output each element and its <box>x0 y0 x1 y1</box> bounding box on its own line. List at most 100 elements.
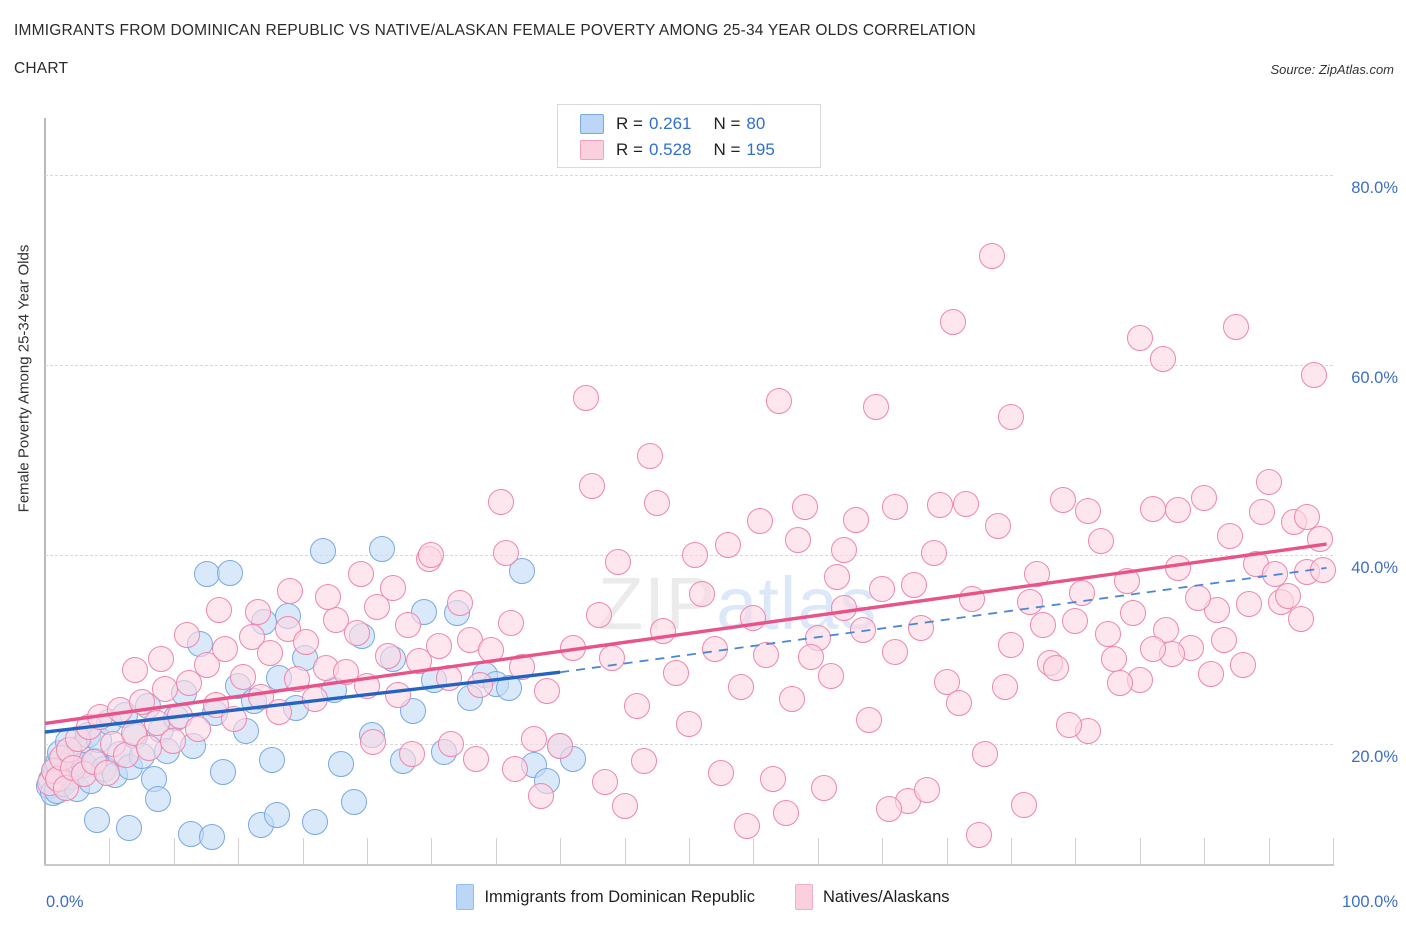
data-point <box>534 678 561 705</box>
data-point <box>93 759 120 786</box>
data-point <box>1055 712 1082 739</box>
y-tick-label-40: 40.0% <box>1351 558 1398 577</box>
gridline-80 <box>45 174 1333 176</box>
data-point <box>115 814 142 841</box>
source-attribution: Source: ZipAtlas.com <box>1270 62 1394 77</box>
data-point <box>772 799 799 826</box>
data-point <box>498 609 525 636</box>
data-point <box>185 716 212 743</box>
data-point <box>1262 560 1289 587</box>
data-point <box>1191 484 1218 511</box>
data-point <box>1236 590 1263 617</box>
data-point <box>463 745 490 772</box>
data-point <box>147 645 174 672</box>
series-legend-item-immigrants[interactable]: Immigrants from Dominican Republic <box>456 884 755 910</box>
data-point <box>978 242 1005 269</box>
legend-row-immigrants: R = 0.261 N = 80 <box>558 111 820 137</box>
data-point <box>384 682 411 709</box>
data-point <box>605 549 632 576</box>
data-point <box>343 620 370 647</box>
data-point <box>205 596 232 623</box>
data-point <box>1010 792 1037 819</box>
data-point <box>972 740 999 767</box>
data-point <box>817 663 844 690</box>
x-axis-line <box>44 864 1334 866</box>
gridline-20 <box>45 744 1333 746</box>
legend-r-key-2: R = <box>616 140 643 159</box>
data-point <box>663 660 690 687</box>
data-point <box>1165 496 1192 523</box>
trendline-immigrants-extension <box>560 566 1327 674</box>
x-axis-min-label: 0.0% <box>46 893 84 911</box>
data-point <box>882 639 909 666</box>
data-point <box>547 733 574 760</box>
data-point <box>637 442 664 469</box>
legend-n-value-2: 195 <box>746 140 775 159</box>
data-point <box>1307 526 1334 553</box>
correlation-legend: R = 0.261 N = 80 R = 0.528 N = 195 <box>557 104 821 168</box>
x-axis-tick <box>1139 838 1141 864</box>
trendline-immigrants <box>44 670 561 734</box>
data-point <box>418 541 445 568</box>
data-point <box>173 622 200 649</box>
data-point <box>998 403 1024 430</box>
data-point <box>998 631 1024 658</box>
data-point <box>400 698 427 725</box>
data-point <box>426 632 453 659</box>
data-point <box>1094 621 1121 648</box>
data-point <box>493 539 520 566</box>
series-legend-item-natives[interactable]: Natives/Alaskans <box>794 884 950 910</box>
data-point <box>1300 362 1327 389</box>
x-axis-tick <box>1011 838 1012 864</box>
series-legend: Immigrants from Dominican Republic Nativ… <box>0 884 1406 910</box>
data-point <box>1149 346 1176 373</box>
x-axis-tick <box>817 838 819 864</box>
y-tick-label-20: 20.0% <box>1351 748 1398 767</box>
data-point <box>611 793 638 820</box>
data-point <box>798 644 825 671</box>
data-point <box>1139 636 1166 663</box>
y-axis-line <box>44 118 46 865</box>
x-axis-max-label: 100.0% <box>1342 893 1398 911</box>
data-point <box>1165 554 1192 581</box>
data-point <box>785 527 812 554</box>
data-point <box>927 492 954 519</box>
x-axis-tick <box>882 838 884 864</box>
x-axis-tick <box>109 838 111 864</box>
data-point <box>1223 313 1250 340</box>
legend-n-key-1: N = <box>713 114 741 133</box>
data-point <box>708 759 735 786</box>
data-point <box>369 535 396 562</box>
data-point <box>217 559 244 586</box>
legend-swatch-immigrants-icon <box>580 114 604 134</box>
data-point <box>1152 617 1179 644</box>
data-point <box>1255 469 1282 496</box>
data-point <box>1017 589 1044 615</box>
data-point <box>727 674 754 701</box>
data-point <box>276 577 303 604</box>
data-point <box>882 494 909 521</box>
data-point <box>824 564 851 591</box>
data-point <box>1197 661 1224 688</box>
series-swatch-natives-icon <box>794 884 813 910</box>
data-point <box>467 671 494 698</box>
data-point <box>437 731 464 758</box>
data-point <box>1030 611 1057 638</box>
legend-swatch-natives-icon <box>580 140 604 160</box>
data-point <box>257 640 284 667</box>
data-point <box>374 643 401 670</box>
data-point <box>676 711 702 738</box>
data-point <box>145 786 172 813</box>
x-axis-tick <box>173 838 175 864</box>
series-legend-label-immigrants: Immigrants from Dominican Republic <box>484 887 755 906</box>
data-point <box>572 384 599 411</box>
data-point <box>579 473 606 500</box>
data-point <box>1120 600 1147 627</box>
data-point <box>315 584 342 611</box>
data-point <box>811 775 838 802</box>
x-axis-tick <box>1204 838 1206 864</box>
series-legend-label-natives: Natives/Alaskans <box>822 887 950 906</box>
x-axis-tick <box>238 838 240 864</box>
data-point <box>875 795 902 822</box>
data-point <box>341 789 368 816</box>
